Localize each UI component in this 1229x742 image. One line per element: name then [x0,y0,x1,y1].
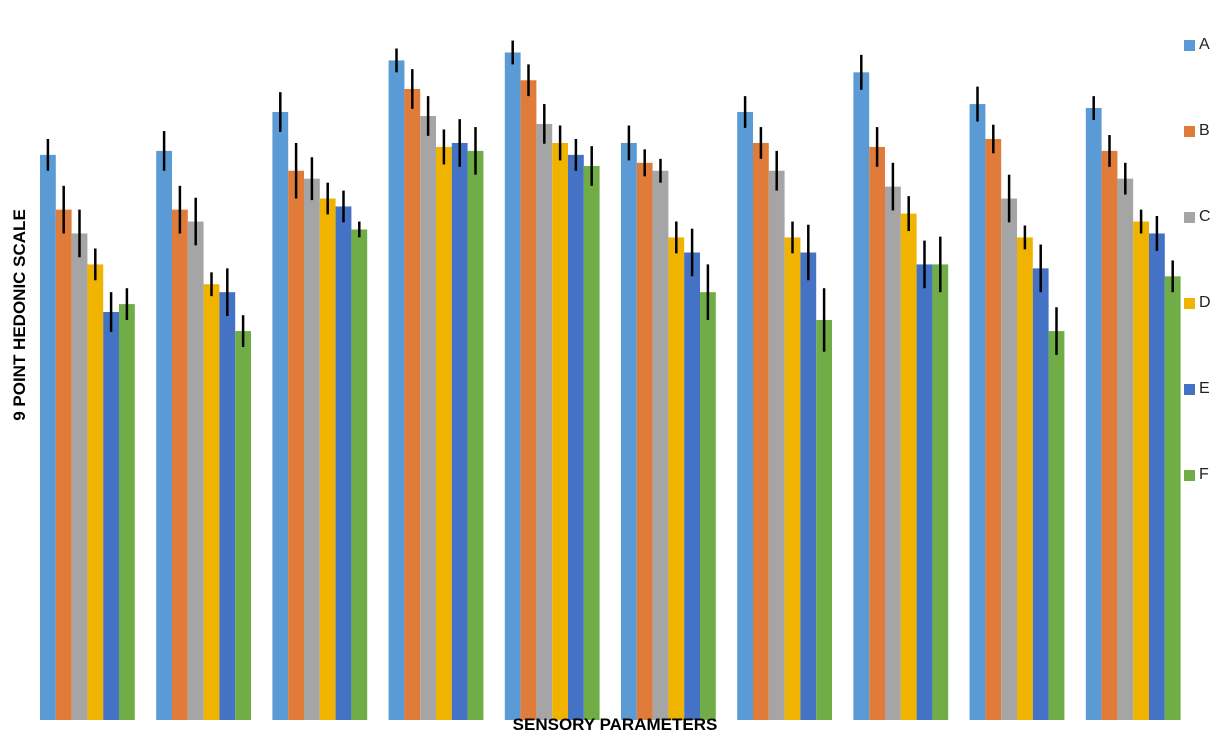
bar-C-group-10 [1117,178,1134,720]
bar-B-group-7 [753,142,769,721]
legend-item-B: B [1184,122,1210,140]
legend-item-D: D [1184,294,1211,312]
bar-D-group-2 [203,284,220,720]
bar-E-group-4 [451,142,468,721]
bar-E-group-5 [568,154,584,721]
legend-item-E: E [1184,380,1210,398]
bar-B-group-10 [1101,150,1118,720]
bar-A-group-5 [504,52,521,721]
bar-B-group-8 [869,146,885,720]
bar-F-group-2 [235,331,251,720]
legend-item-A: A [1184,36,1210,54]
legend-item-F: F [1184,466,1209,484]
bar-E-group-3 [335,206,352,720]
bar-F-group-5 [583,165,600,720]
x-axis-label: SENSORY PARAMETERS [512,715,718,734]
bar-F-group-10 [1164,276,1181,720]
bar-C-group-4 [420,115,436,720]
bar-E-group-8 [916,264,933,720]
bar-E-group-2 [219,292,236,720]
bar-A-group-2 [156,150,172,720]
legend-label-F: F [1199,466,1209,483]
bar-B-group-2 [172,209,188,720]
error-bars-group [46,40,1174,355]
bar-D-group-7 [784,237,801,720]
bar-E-group-7 [800,252,817,721]
bar-A-group-7 [737,112,753,720]
bar-F-group-9 [1048,331,1065,720]
bar-D-group-6 [668,237,685,720]
bar-E-group-9 [1032,268,1049,720]
bar-B-group-5 [520,80,537,721]
legend-swatch-F [1184,469,1195,481]
bar-B-group-9 [985,138,1002,721]
bar-C-group-3 [304,178,320,720]
bar-A-group-4 [388,60,405,720]
legend-item-C: C [1184,208,1211,226]
bar-F-group-7 [816,319,832,720]
bar-F-group-1 [119,304,135,720]
bar-A-group-1 [40,154,56,721]
bar-D-group-9 [1017,237,1033,720]
bar-E-group-6 [684,252,700,721]
bar-E-group-1 [103,312,119,720]
bar-F-group-6 [700,292,716,720]
bar-C-group-5 [536,123,553,720]
legend-swatch-C [1184,211,1195,223]
bar-C-group-9 [1001,198,1017,720]
bar-A-group-6 [621,142,637,721]
bar-C-group-6 [652,170,669,721]
legend-label-B: B [1199,122,1210,139]
bar-E-group-10 [1149,233,1165,720]
bar-D-group-1 [87,264,104,720]
bar-C-group-7 [768,170,785,721]
bar-C-group-8 [885,186,901,720]
bar-D-group-8 [900,213,917,720]
bar-B-group-3 [288,170,304,721]
bar-D-group-5 [552,142,568,721]
bar-C-group-2 [187,221,204,720]
legend-swatch-D [1184,297,1195,309]
legend-label-D: D [1199,294,1211,311]
bar-F-group-3 [351,229,368,720]
legend-label-A: A [1199,36,1210,53]
bar-B-group-4 [404,88,421,720]
legend-swatch-B [1184,125,1195,137]
bar-F-group-4 [467,150,484,720]
bar-B-group-1 [55,209,72,720]
bar-D-group-3 [319,198,336,720]
bar-F-group-8 [932,264,949,720]
legend-swatch-E [1184,383,1195,395]
legend-label-C: C [1199,208,1211,225]
bar-A-group-8 [853,72,870,720]
bar-D-group-4 [436,146,452,720]
bar-A-group-3 [272,112,289,720]
bar-A-group-9 [969,104,986,720]
bar-D-group-10 [1133,221,1149,720]
legend-label-E: E [1199,380,1210,397]
bar-A-group-10 [1085,108,1102,721]
legend-swatch-A [1184,39,1195,51]
bars-group [40,52,1181,721]
bar-C-group-1 [71,233,88,720]
bar-B-group-6 [636,162,653,720]
y-axis-label: 9 POINT HEDONIC SCALE [10,209,29,421]
